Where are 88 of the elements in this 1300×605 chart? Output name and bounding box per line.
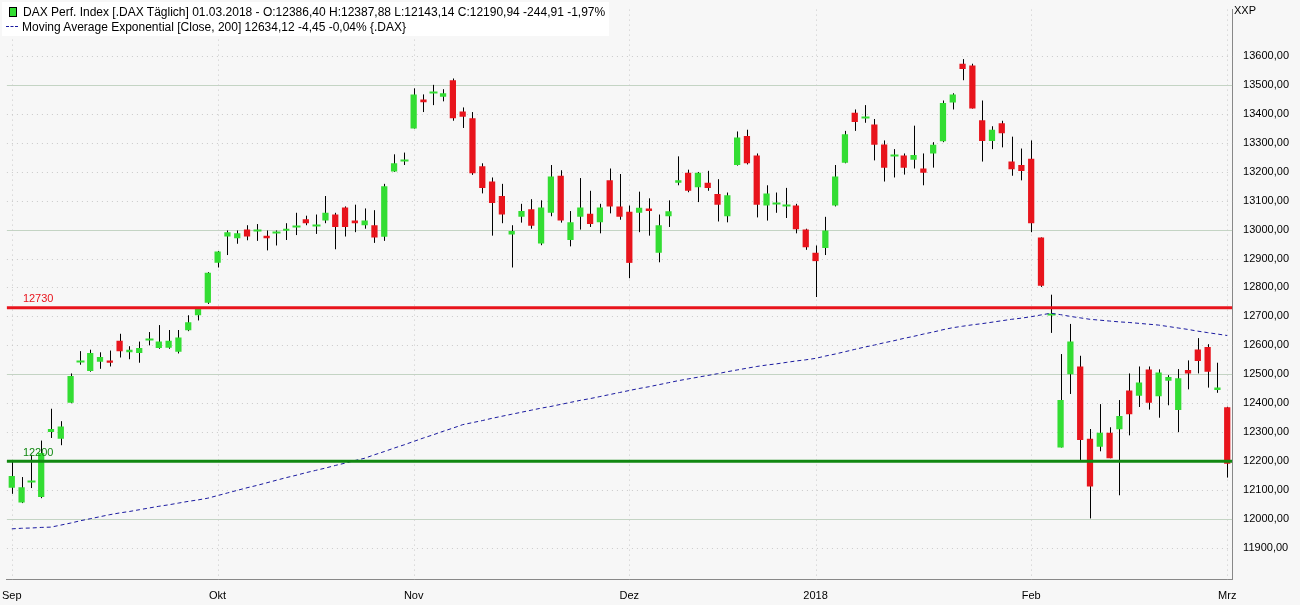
candlestick	[616, 173, 623, 221]
x-tick-label: Nov	[403, 589, 424, 602]
y-tick-label: 12300,00	[1243, 425, 1290, 438]
candlestick	[1116, 399, 1123, 496]
candlestick	[47, 408, 55, 439]
candlestick	[812, 245, 819, 298]
candlestick	[136, 341, 143, 364]
candlestick	[684, 169, 692, 193]
y-tick-label: 12700,00	[1243, 309, 1290, 322]
candlestick	[459, 106, 466, 129]
candlestick	[1018, 148, 1025, 181]
candlestick	[998, 120, 1005, 148]
candlestick	[518, 203, 525, 224]
y-tick-label: 12800,00	[1243, 280, 1290, 293]
y-tick-label: 11900,00	[1243, 540, 1289, 553]
candlestick	[528, 198, 535, 230]
candlestick	[988, 125, 996, 150]
y-tick-label: 12600,00	[1243, 338, 1290, 351]
y-tick-label: 13000,00	[1243, 222, 1290, 235]
y-tick-label: 12100,00	[1243, 483, 1290, 496]
candlestick	[724, 192, 731, 223]
candlestick	[910, 125, 917, 169]
candlestick	[1214, 362, 1221, 394]
candlestick	[332, 212, 339, 250]
candlestick	[665, 199, 672, 228]
candlestick	[645, 197, 653, 237]
y-tick-label: 12400,00	[1243, 396, 1290, 409]
line-series	[11, 312, 1228, 530]
y-tick-label: 13300,00	[1243, 135, 1290, 148]
candlestick	[979, 99, 986, 163]
y-tick-label: 12900,00	[1243, 251, 1290, 264]
candlestick	[18, 476, 25, 504]
candlestick	[155, 324, 162, 350]
y-tick-label: 13400,00	[1243, 106, 1290, 119]
candlestick	[479, 162, 486, 194]
y-tick-label: 13600,00	[1243, 48, 1290, 61]
candlestick	[57, 420, 64, 446]
ref-line-label: 12730	[22, 292, 54, 305]
candlestick	[498, 183, 505, 224]
candlestick	[116, 333, 123, 359]
y-axis-title: XXP	[1234, 4, 1257, 16]
x-tick-label: Sep	[2, 589, 22, 602]
y-tick-label: 12200,00	[1243, 454, 1290, 467]
candlestick	[371, 209, 378, 244]
candlestick	[1165, 374, 1172, 406]
y-tick-label: 13100,00	[1243, 193, 1290, 206]
candlestick	[567, 210, 574, 247]
legend-label: DAX Perf. Index [.DAX Täglich] 01.03.2018 - O:12386,40 H:12387,88 L:12143,14 C:12190,94 -244,91 -1,97%	[23, 4, 606, 19]
candlestick	[1155, 368, 1162, 419]
x-tick-label: Dez	[619, 589, 640, 602]
candlestick	[900, 152, 907, 176]
x-tick-label: Feb	[1021, 589, 1041, 602]
candlestick	[224, 229, 231, 256]
candlestick	[488, 176, 496, 237]
x-tick-label: Mrz	[1218, 589, 1237, 602]
candlestick	[881, 139, 888, 183]
candlestick	[704, 170, 711, 192]
candlestick	[763, 184, 770, 222]
x-tick-label: 2018	[803, 589, 828, 602]
candlestick	[596, 203, 604, 234]
legend-label: Moving Average Exponential [Close, 200] 12634,12 -4,45 -0,04% {.DAX}	[22, 19, 407, 34]
candlestick	[871, 118, 878, 161]
candlestick	[635, 191, 643, 233]
candlestick	[959, 58, 966, 81]
candlestick	[792, 203, 800, 234]
candlestick	[322, 195, 329, 224]
y-tick-label: 13500,00	[1243, 77, 1290, 90]
y-tick-label: 12500,00	[1243, 367, 1290, 380]
candlestick	[175, 329, 182, 354]
y-tick-label: 12000,00	[1243, 512, 1290, 525]
candlestick	[586, 190, 594, 228]
candlestick	[822, 216, 829, 256]
candlestick	[1135, 365, 1143, 408]
candlestick	[802, 228, 809, 251]
candlestick	[341, 205, 349, 238]
candlestick	[675, 155, 682, 186]
candlestick	[714, 178, 721, 222]
candlestick	[165, 329, 172, 350]
candlestick	[1008, 136, 1015, 177]
candlestick	[577, 177, 584, 231]
candlestick	[851, 108, 858, 132]
candlestick	[694, 171, 702, 203]
candlestick	[1126, 372, 1133, 436]
y-tick-label: 13200,00	[1243, 164, 1290, 177]
candlestick	[87, 349, 94, 373]
candlestick	[1194, 337, 1201, 374]
x-tick-label: Okt	[209, 589, 227, 602]
candlestick	[1096, 403, 1103, 452]
